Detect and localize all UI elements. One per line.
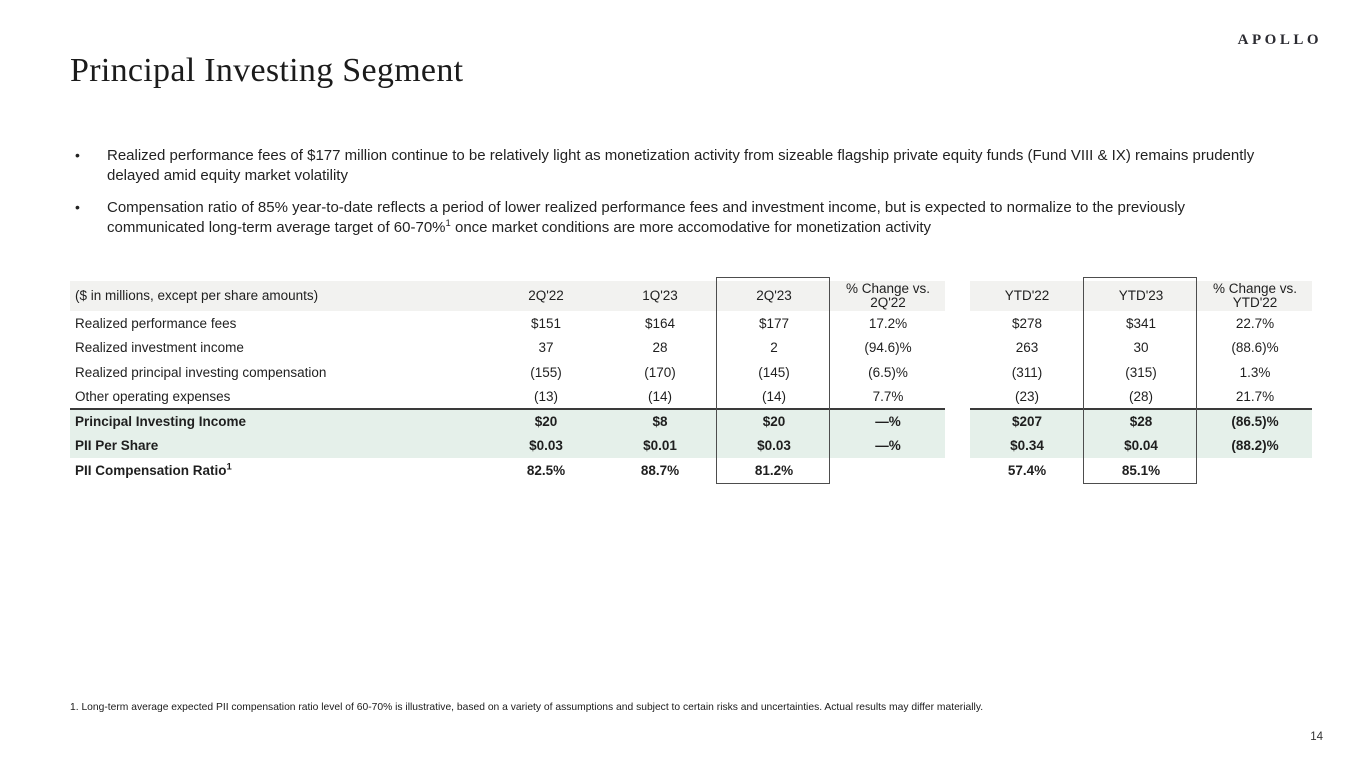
bullet-text: Realized performance fees of $177 millio… <box>107 147 1255 184</box>
col-header-2q22: 2Q'22 <box>489 281 603 311</box>
bullet-marker: • <box>75 147 80 163</box>
col-header-chg-ytd22: % Change vs. YTD'22 <box>1198 281 1312 311</box>
page-number: 14 <box>1310 731 1323 743</box>
footnote-ref: 1 <box>226 461 232 473</box>
table-row-realized-performance-fees: Realized performance fees $151 $164 $177… <box>70 311 1312 336</box>
col-header-ytd22: YTD'22 <box>970 281 1084 311</box>
table-row-realized-principal-investing-compensation: Realized principal investing compensatio… <box>70 360 1312 385</box>
bullet-text: Compensation ratio of 85% year-to-date r… <box>107 199 1186 236</box>
footnote: 1. Long-term average expected PII compen… <box>70 702 984 713</box>
col-header-ytd23: YTD'23 <box>1084 281 1198 311</box>
col-header-1q23: 1Q'23 <box>603 281 717 311</box>
col-header-chg-2q22: % Change vs. 2Q'22 <box>831 281 945 311</box>
table-row-other-operating-expenses: Other operating expenses (13) (14) (14) … <box>70 384 1312 409</box>
table-row-pii-compensation-ratio: PII Compensation Ratio1 82.5% 88.7% 81.2… <box>70 458 1312 483</box>
bullet-marker: • <box>75 199 80 215</box>
bullet-item-2: • Compensation ratio of 85% year-to-date… <box>75 198 1280 237</box>
column-gap <box>945 281 970 311</box>
page-title: Principal Investing Segment <box>70 52 464 89</box>
table-row-principal-investing-income: Principal Investing Income $20 $8 $20 —%… <box>70 408 1312 434</box>
bullet-item-1: • Realized performance fees of $177 mill… <box>75 146 1280 185</box>
financial-table-container: ($ in millions, except per share amounts… <box>70 277 1313 484</box>
table-units-label: ($ in millions, except per share amounts… <box>70 281 489 311</box>
apollo-logo: APOLLO <box>1237 32 1322 48</box>
col-header-2q23: 2Q'23 <box>717 281 831 311</box>
footnote-ref: 1 <box>445 217 451 229</box>
table-row-realized-investment-income: Realized investment income 37 28 2 (94.6… <box>70 335 1312 360</box>
bullet-list: • Realized performance fees of $177 mill… <box>75 146 1280 250</box>
table-header-row: ($ in millions, except per share amounts… <box>70 281 1312 311</box>
financial-table: ($ in millions, except per share amounts… <box>70 281 1312 483</box>
table-row-pii-per-share: PII Per Share $0.03 $0.01 $0.03 —% $0.34… <box>70 433 1312 458</box>
